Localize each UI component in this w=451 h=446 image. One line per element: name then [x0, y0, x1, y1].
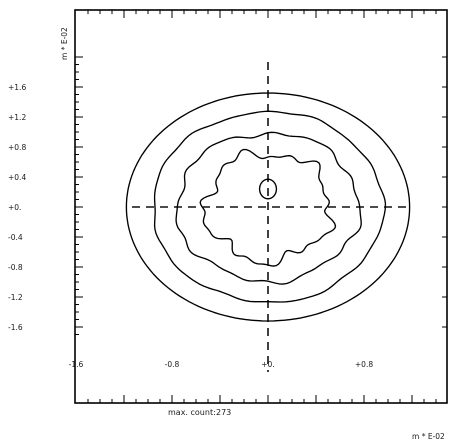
x-tick-labels: -1.6-0.8+0.+0.8+1.6 [69, 360, 451, 369]
max-count-label: max. count: [168, 408, 216, 417]
y-axis-unit-label: m * E-02 [60, 27, 69, 60]
x-tick-label: +0.8 [355, 360, 373, 369]
y-tick-label: +0.4 [8, 173, 26, 182]
y-tick-label: +1.2 [8, 113, 26, 122]
x-tick-label: -1.6 [69, 360, 84, 369]
y-tick-labels: +1.6 +1.2 +0.8 +0.4 +0. -0.4 -0.8 -1.2 -1.6 [8, 83, 26, 332]
x-axis-unit-label: m * E-02 [412, 432, 445, 441]
contour-level-3 [175, 131, 362, 285]
contour-level-2 [153, 110, 387, 303]
right-axis-ticks [442, 56, 447, 328]
contour-level-4 [199, 148, 337, 267]
y-tick-label: -0.4 [8, 233, 23, 242]
y-tick-label: -1.2 [8, 293, 23, 302]
contour-level-1 [125, 92, 411, 322]
y-tick-label: -1.6 [8, 323, 23, 332]
y-tick-label: +0.8 [8, 143, 26, 152]
contour-lines [125, 92, 411, 322]
contour-level-5 [258, 178, 278, 200]
y-tick-label: +0. [8, 203, 21, 212]
x-tick-label: -0.8 [165, 360, 180, 369]
bottom-axis-ticks [87, 395, 437, 403]
y-tick-label: +1.6 [8, 83, 26, 92]
y-tick-label: -0.8 [8, 263, 23, 272]
max-count-value: 273 [216, 408, 231, 417]
x-tick-label: +0. [261, 360, 274, 369]
top-axis-ticks [87, 10, 437, 18]
left-axis-ticks [75, 56, 83, 335]
